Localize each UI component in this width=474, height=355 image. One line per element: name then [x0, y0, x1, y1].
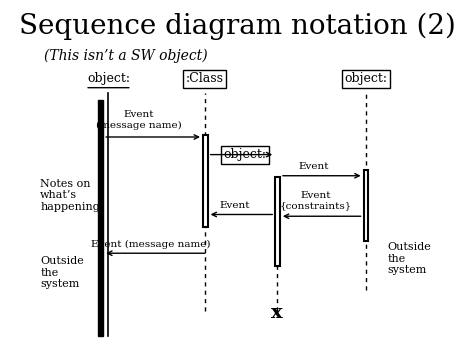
Text: Outside
the
system: Outside the system [40, 256, 84, 289]
Text: object:: object: [344, 72, 387, 86]
Text: Event: Event [220, 201, 250, 210]
Text: Sequence diagram notation (2): Sequence diagram notation (2) [18, 12, 456, 40]
Text: object:: object: [87, 72, 130, 86]
Bar [99, 100, 103, 336]
Bar [203, 135, 208, 227]
Text: Event (message name): Event (message name) [91, 240, 210, 248]
Text: (This isn’t a SW object): (This isn’t a SW object) [44, 49, 208, 63]
Text: object:: object: [224, 148, 266, 161]
Text: x: x [271, 304, 283, 322]
Text: Outside
the
system: Outside the system [388, 242, 431, 275]
Bar [364, 170, 368, 241]
Text: Event: Event [298, 162, 328, 171]
Text: Event
{constraints}: Event {constraints} [279, 191, 351, 210]
Bar [275, 178, 280, 266]
Text: Event
(message name): Event (message name) [96, 110, 182, 130]
Text: Notes on
what’s
happening: Notes on what’s happening [40, 179, 100, 212]
Text: :Class: :Class [186, 72, 224, 86]
